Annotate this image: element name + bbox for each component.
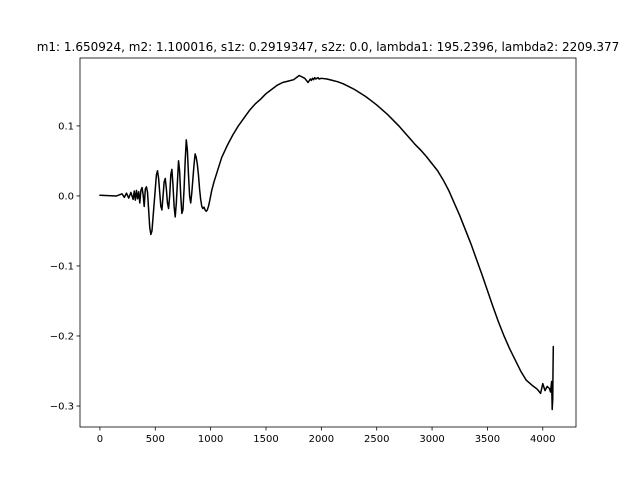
- y-tick-label: 0.0: [58, 191, 74, 202]
- x-tick-label: 0: [97, 434, 103, 445]
- x-tick-label: 1500: [253, 434, 278, 445]
- x-axis: 0 500 1000 1500 2000 2500 3000 3500 4000: [97, 427, 556, 445]
- chart-title: m1: 1.650924, m2: 1.100016, s1z: 0.29193…: [37, 40, 620, 54]
- y-axis: 0.1 0.0 −0.1 −0.2 −0.3: [50, 121, 80, 412]
- x-tick-label: 4000: [530, 434, 555, 445]
- x-tick-label: 3500: [475, 434, 500, 445]
- data-marks: [99, 74, 555, 411]
- y-tick-label: 0.1: [58, 121, 74, 132]
- y-tick-label: −0.3: [50, 401, 74, 412]
- plot-frame: [79, 57, 577, 428]
- x-tick-label: 500: [146, 434, 165, 445]
- x-tick-label: 3000: [419, 434, 444, 445]
- y-tick-label: −0.2: [50, 331, 74, 342]
- y-tick-label: −0.1: [50, 261, 74, 272]
- x-tick-label: 2500: [364, 434, 389, 445]
- x-tick-label: 2000: [309, 434, 334, 445]
- x-tick-label: 1000: [198, 434, 223, 445]
- series-line-0: [99, 74, 555, 411]
- plot-area: [80, 58, 576, 427]
